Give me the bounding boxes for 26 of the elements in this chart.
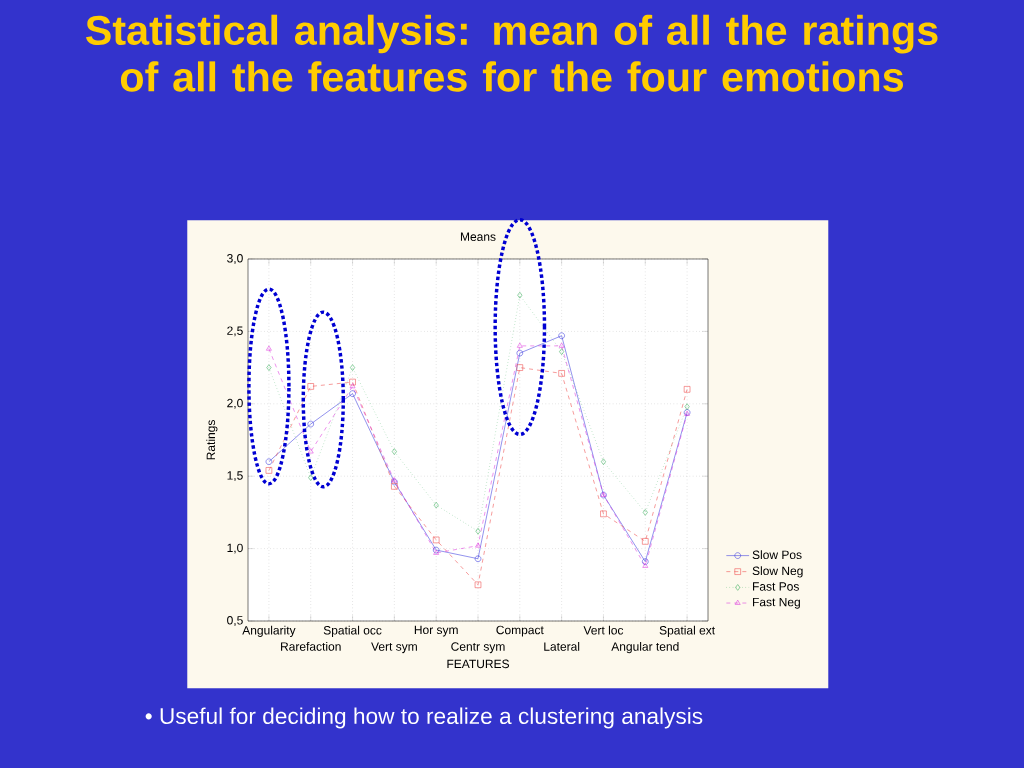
legend-label: Fast Pos [753,582,799,591]
chart-title: Statistical analysis: mean of all the ratings of all the features for the four emotions [85,14,938,92]
text: • Useful for deciding how to realize a clustering analysis [145,707,703,729]
x-tick-label: Centr sym [451,642,505,654]
y-tick-label: 1,5 [227,471,243,482]
x-tick-label: Vert sym [371,642,417,654]
legend-label: Fast Neg [753,597,800,609]
y-tick-label: 3,0 [227,254,243,264]
chart-subtitle: Means [460,232,496,241]
x-tick-label: Angular tend [611,641,679,654]
x-axis-title: FEATURES [447,659,510,669]
y-axis-title: Ratings [206,420,218,460]
x-tick-label: Rarefaction [281,641,341,651]
x-tick-label: Spatial ext [659,625,715,637]
x-tick-label: Spatial occ [323,625,382,637]
legend-label: Slow Neg [752,566,803,578]
y-tick-label: 2,0 [227,398,243,409]
x-tick-label: Lateral [544,641,580,651]
x-tick-label: Vert loc [583,625,624,635]
x-tick-label: Angularity [242,625,296,637]
x-tick-label: Compact [496,625,544,637]
x-tick-label: Hor sym [414,625,458,637]
y-tick-label: 1,0 [227,543,243,554]
legend-label: Slow Pos [752,550,802,560]
y-tick-label: 2,5 [227,326,243,337]
y-tick-label: 0,5 [227,616,243,626]
